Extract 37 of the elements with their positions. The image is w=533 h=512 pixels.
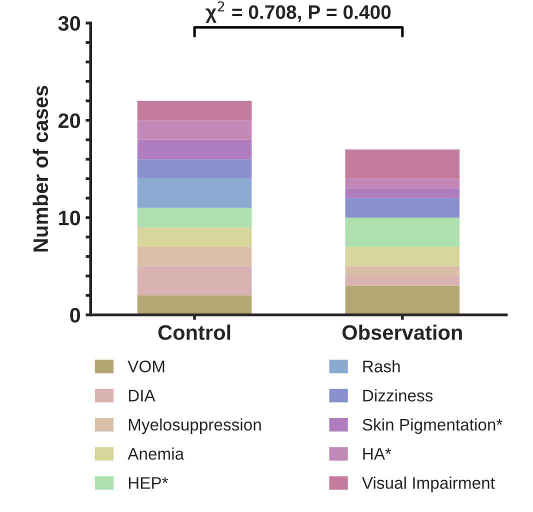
legend-label: Anemia [128,448,184,460]
bar [137,140,252,160]
bar [137,208,252,228]
bar [345,178,460,188]
x-tick-label: Control [158,324,230,340]
bar [345,286,460,315]
bar [137,159,252,179]
x-tick-label: Observation [342,324,462,340]
legend-label: Rash [363,360,400,372]
y-tick-label: 0 [70,308,80,323]
bar [345,188,460,198]
bar [345,198,460,218]
legend-label: Dizziness [363,389,433,402]
bar [137,100,252,120]
bar [137,178,252,208]
legend-label: Myelosuppression [128,418,261,434]
bar [137,120,252,140]
legend-label: Visual Impairment [362,476,495,492]
text: χ$^{2}$ = 0.708, P = 0.400 [206,1,391,23]
bar [345,150,460,179]
bar [137,266,252,296]
bar [137,295,252,315]
bar [345,218,460,247]
bar [345,266,460,276]
legend-label: VOM [128,360,164,372]
y-tick-label: 30 [58,16,80,31]
legend-label: DIA [128,390,156,402]
legend-label: Skin Pigmentation* [362,418,502,434]
bar [137,246,252,266]
y-tick-label: 10 [59,210,80,226]
legend-label: HEP* [128,477,168,489]
bar [345,276,460,286]
y-axis-title: Number of cases [32,86,48,252]
bar [137,227,252,247]
bar [345,246,460,266]
legend-label: HA* [363,448,392,460]
y-tick-label: 20 [58,113,80,128]
